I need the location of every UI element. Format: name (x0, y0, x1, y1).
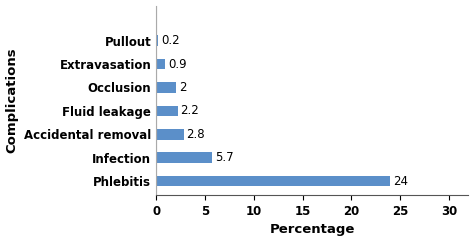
Text: 2.8: 2.8 (186, 128, 205, 141)
Bar (156, 176, 391, 186)
X-axis label: Percentage: Percentage (270, 223, 355, 236)
Bar (156, 129, 183, 140)
Bar (156, 82, 176, 93)
Bar (156, 59, 165, 69)
Bar (156, 152, 212, 163)
Text: 0.9: 0.9 (168, 58, 187, 71)
Bar (156, 106, 178, 116)
Text: 24: 24 (393, 175, 408, 188)
Bar (156, 35, 158, 46)
Text: 0.2: 0.2 (161, 34, 180, 47)
Text: 2: 2 (179, 81, 186, 94)
Y-axis label: Complications: Complications (6, 47, 18, 153)
Text: 2.2: 2.2 (181, 104, 200, 117)
Text: 5.7: 5.7 (215, 151, 233, 164)
